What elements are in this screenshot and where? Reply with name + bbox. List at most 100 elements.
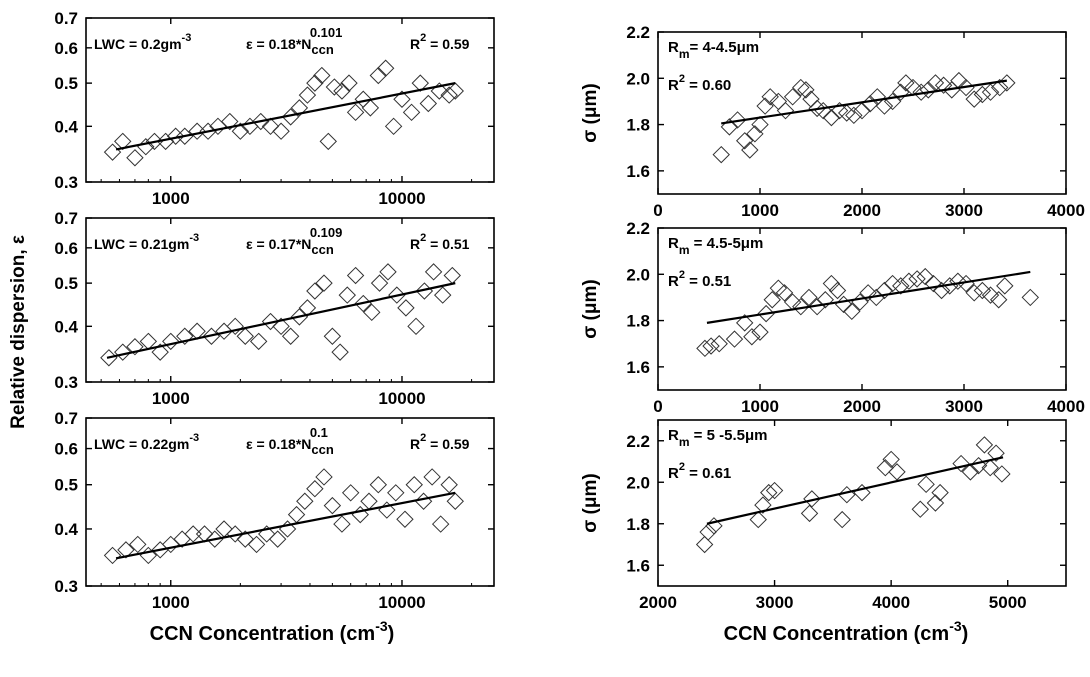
data-point: [315, 274, 333, 292]
data-point: [746, 125, 764, 143]
data-point: [845, 106, 863, 125]
data-point: [699, 523, 717, 541]
r2-text: R: [668, 273, 679, 290]
lwc-annotation: LWC = 0.22gm-3: [94, 432, 199, 452]
equation-sup: 0.1: [310, 425, 328, 440]
data-point: [989, 291, 1008, 309]
data-point: [166, 127, 185, 145]
x-tick-label: 10000: [378, 189, 425, 208]
data-point: [797, 81, 815, 99]
data-point: [323, 327, 342, 345]
data-point: [756, 97, 774, 115]
data-point: [775, 284, 794, 302]
y-tick-label: 2.0: [626, 69, 650, 88]
data-point: [883, 274, 902, 293]
data-point: [695, 535, 714, 554]
data-point: [833, 510, 851, 529]
x-tick-label: 5000: [989, 593, 1027, 612]
data-point: [236, 327, 254, 345]
data-point: [384, 117, 403, 136]
y-tick-label: 1.8: [626, 515, 650, 534]
right-x-axis-label-close: ): [962, 623, 969, 645]
data-point: [800, 504, 819, 523]
y-tick-label: 1.6: [626, 358, 650, 377]
data-point: [800, 288, 818, 307]
r2-annotation: R2 = 0.51: [668, 269, 731, 290]
data-point: [973, 85, 992, 104]
data-point: [379, 263, 397, 281]
equation-annotation: ε = 0.18*Nccn 0.101: [246, 25, 342, 57]
x-tick-label: 1000: [152, 593, 190, 612]
data-point: [837, 104, 856, 122]
data-point: [313, 66, 331, 85]
data-point: [424, 263, 443, 281]
x-tick-label: 10000: [378, 389, 425, 408]
data-point: [720, 118, 739, 136]
r2-text: R: [410, 36, 420, 52]
data-point: [402, 103, 421, 122]
y-tick-label: 0.6: [54, 239, 78, 258]
equation-sub: ccn: [311, 42, 333, 57]
data-point: [252, 112, 270, 131]
data-point: [117, 541, 135, 559]
rm-text: R: [668, 39, 679, 56]
rm-annotation: Rm = 4.5-5μm: [668, 235, 763, 257]
data-point: [226, 525, 244, 543]
fit-line: [115, 82, 456, 151]
data-point: [103, 546, 122, 565]
data-point: [414, 492, 433, 510]
data-point: [319, 132, 337, 151]
data-point: [987, 444, 1005, 462]
data-point: [346, 266, 365, 285]
y-tick-label: 2.2: [626, 23, 650, 42]
data-point: [952, 454, 970, 473]
rm-sub: m: [679, 243, 690, 257]
r2-annotation: R2 = 0.59: [410, 32, 470, 52]
data-point: [760, 483, 778, 502]
x-tick-label: 4000: [1047, 397, 1085, 416]
data-point: [287, 505, 306, 524]
r2-value: = 0.51: [685, 273, 731, 290]
equation-text: ε = 0.18*N: [246, 36, 311, 52]
fit-line: [706, 270, 1031, 324]
data-point: [765, 481, 784, 500]
rm-annotation: Rm= 4-4.5μm: [668, 39, 759, 61]
equation-sup: 0.101: [310, 25, 343, 40]
r2-annotation: R2 = 0.59: [410, 432, 470, 452]
y-tick-label: 0.7: [54, 209, 78, 228]
fit-line: [706, 456, 1004, 525]
data-point: [875, 97, 894, 115]
plot-frame: [657, 227, 1067, 391]
data-point: [875, 281, 894, 300]
x-tick-label: 2000: [639, 593, 677, 612]
data-point: [247, 535, 266, 554]
rm-text: R: [668, 427, 679, 444]
data-point: [876, 459, 895, 477]
equation-annotation: ε = 0.18*Nccn 0.1: [246, 425, 334, 457]
data-point: [981, 286, 1000, 304]
data-point: [776, 101, 795, 120]
x-tick-label: 1000: [152, 389, 190, 408]
data-point: [961, 463, 980, 481]
data-point: [306, 480, 324, 498]
data-point: [231, 122, 250, 140]
data-point: [370, 274, 389, 292]
data-point: [912, 83, 930, 101]
data-point: [393, 90, 411, 108]
left-x-axis-label-close: ): [388, 623, 395, 645]
y-tick-label: 0.6: [54, 440, 78, 459]
data-point: [298, 86, 317, 104]
data-point: [272, 122, 290, 140]
r2-sup: 2: [679, 461, 685, 473]
data-point: [221, 112, 239, 131]
data-point: [949, 272, 967, 290]
data-point: [184, 525, 202, 543]
data-point: [333, 515, 351, 533]
y-tick-label: 2.2: [626, 432, 650, 451]
data-point: [802, 90, 820, 108]
data-point: [162, 535, 180, 554]
data-point: [446, 82, 464, 100]
data-point: [751, 323, 769, 341]
y-tick-label: 0.5: [54, 274, 78, 293]
